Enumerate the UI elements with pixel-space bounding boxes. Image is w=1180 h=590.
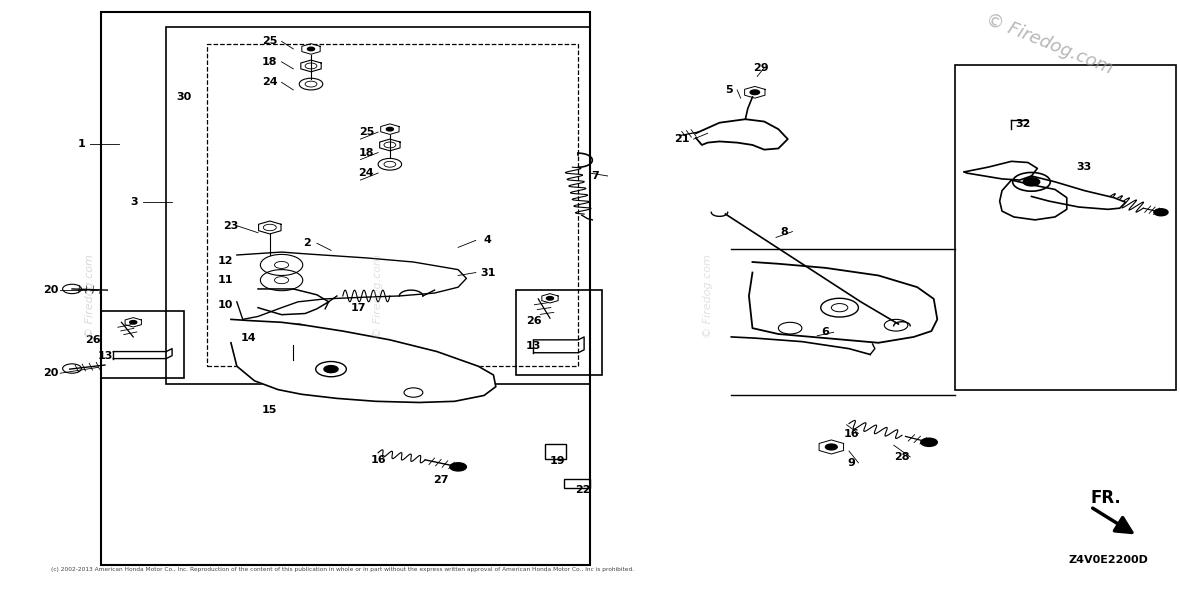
- Circle shape: [308, 47, 315, 51]
- Text: 22: 22: [575, 486, 591, 495]
- Circle shape: [750, 90, 760, 94]
- Text: 20: 20: [44, 285, 59, 295]
- Text: 13: 13: [97, 351, 112, 361]
- Text: 16: 16: [844, 428, 859, 438]
- Text: 13: 13: [526, 340, 542, 350]
- Polygon shape: [1031, 176, 1126, 209]
- Text: 25: 25: [262, 37, 277, 47]
- Text: 4: 4: [484, 235, 492, 245]
- Text: 19: 19: [549, 456, 565, 466]
- Text: 24: 24: [262, 77, 277, 87]
- Text: Z4V0E2200D: Z4V0E2200D: [1068, 555, 1148, 565]
- Text: (c) 2002-2013 American Honda Motor Co., Inc. Reproduction of the content of this: (c) 2002-2013 American Honda Motor Co., …: [51, 567, 634, 572]
- Bar: [101, 310, 184, 378]
- Text: 11: 11: [217, 275, 232, 285]
- Text: 32: 32: [1016, 119, 1031, 129]
- Polygon shape: [999, 180, 1067, 220]
- Text: 27: 27: [433, 476, 448, 486]
- Text: 12: 12: [217, 256, 232, 266]
- Text: 1: 1: [78, 139, 85, 149]
- Text: 8: 8: [780, 227, 788, 237]
- Text: 20: 20: [44, 368, 59, 378]
- Text: 3: 3: [131, 197, 138, 207]
- Bar: [955, 65, 1176, 389]
- Bar: [564, 479, 590, 488]
- Polygon shape: [231, 319, 496, 402]
- Text: 9: 9: [847, 458, 856, 468]
- Text: © Firedog.com: © Firedog.com: [983, 11, 1115, 78]
- Circle shape: [1154, 209, 1168, 216]
- Circle shape: [920, 438, 937, 447]
- Text: 2: 2: [303, 238, 312, 248]
- Text: 26: 26: [525, 316, 542, 326]
- Text: 21: 21: [674, 134, 689, 144]
- Text: 18: 18: [359, 148, 374, 158]
- Bar: [208, 44, 578, 366]
- Text: 14: 14: [241, 333, 256, 343]
- Circle shape: [1023, 178, 1040, 186]
- Text: 18: 18: [262, 57, 277, 67]
- Bar: [516, 290, 602, 375]
- Text: © Firedog.com: © Firedog.com: [703, 254, 713, 338]
- Text: 30: 30: [176, 92, 191, 102]
- Polygon shape: [696, 119, 788, 150]
- Bar: [166, 27, 590, 384]
- Text: 7: 7: [591, 171, 598, 181]
- Text: 15: 15: [262, 405, 277, 415]
- Bar: [101, 12, 590, 565]
- Text: 24: 24: [359, 168, 374, 178]
- Text: 29: 29: [753, 63, 768, 73]
- Polygon shape: [964, 161, 1037, 180]
- Bar: [545, 444, 566, 458]
- Circle shape: [324, 366, 339, 373]
- Text: 31: 31: [480, 267, 496, 277]
- Text: 25: 25: [359, 127, 374, 137]
- Text: © Firedog.com: © Firedog.com: [373, 254, 384, 338]
- Polygon shape: [749, 262, 937, 343]
- Text: 26: 26: [85, 335, 101, 345]
- Text: 33: 33: [1077, 162, 1092, 172]
- Text: 28: 28: [894, 452, 910, 462]
- Text: 6: 6: [821, 327, 830, 337]
- Text: 16: 16: [371, 455, 386, 465]
- Circle shape: [386, 127, 393, 131]
- Text: 23: 23: [223, 221, 238, 231]
- Text: © Firedog.com: © Firedog.com: [85, 254, 94, 338]
- Circle shape: [450, 463, 466, 471]
- Text: 10: 10: [217, 300, 232, 310]
- Circle shape: [130, 320, 137, 324]
- Text: FR.: FR.: [1090, 489, 1121, 507]
- Text: 5: 5: [725, 85, 733, 95]
- Circle shape: [546, 297, 553, 300]
- Text: 17: 17: [350, 303, 366, 313]
- Circle shape: [826, 444, 838, 450]
